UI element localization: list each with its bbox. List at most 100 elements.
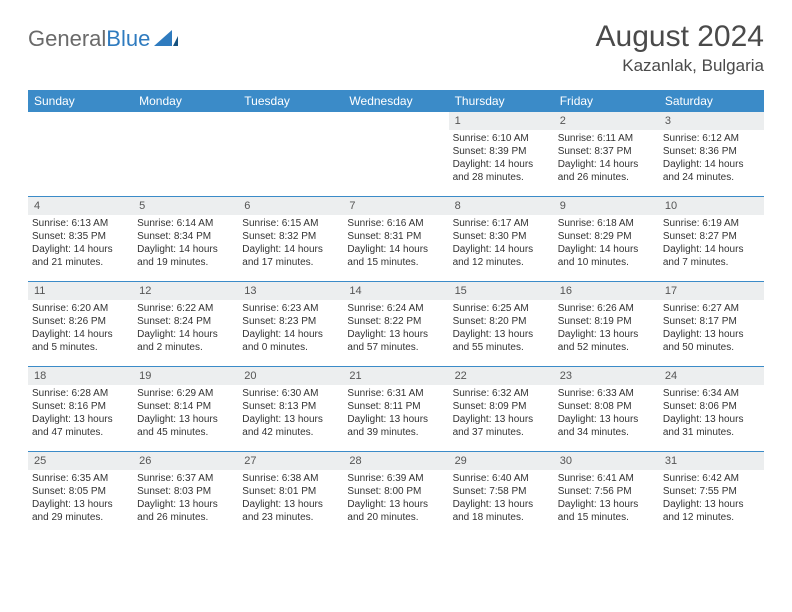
day-cell: 20Sunrise: 6:30 AMSunset: 8:13 PMDayligh… (238, 367, 343, 451)
sunrise-text: Sunrise: 6:23 AM (242, 302, 339, 315)
day-body: Sunrise: 6:37 AMSunset: 8:03 PMDaylight:… (133, 470, 238, 528)
day-body: Sunrise: 6:41 AMSunset: 7:56 PMDaylight:… (554, 470, 659, 528)
sunrise-text: Sunrise: 6:32 AM (453, 387, 550, 400)
day-number: 25 (28, 452, 133, 470)
sunrise-text: Sunrise: 6:42 AM (663, 472, 760, 485)
sunset-text: Sunset: 8:39 PM (453, 145, 550, 158)
day-body: Sunrise: 6:14 AMSunset: 8:34 PMDaylight:… (133, 215, 238, 273)
daylight1-text: Daylight: 13 hours (558, 328, 655, 341)
sunset-text: Sunset: 8:35 PM (32, 230, 129, 243)
sunset-text: Sunset: 8:03 PM (137, 485, 234, 498)
day-cell: 27Sunrise: 6:38 AMSunset: 8:01 PMDayligh… (238, 452, 343, 536)
day-number: 31 (659, 452, 764, 470)
sunrise-text: Sunrise: 6:35 AM (32, 472, 129, 485)
daylight2-text: and 7 minutes. (663, 256, 760, 269)
sunset-text: Sunset: 8:14 PM (137, 400, 234, 413)
day-cell: 30Sunrise: 6:41 AMSunset: 7:56 PMDayligh… (554, 452, 659, 536)
sunset-text: Sunset: 8:30 PM (453, 230, 550, 243)
sunset-text: Sunset: 8:32 PM (242, 230, 339, 243)
sunset-text: Sunset: 8:13 PM (242, 400, 339, 413)
day-body: Sunrise: 6:26 AMSunset: 8:19 PMDaylight:… (554, 300, 659, 358)
daylight2-text: and 31 minutes. (663, 426, 760, 439)
day-cell: 4Sunrise: 6:13 AMSunset: 8:35 PMDaylight… (28, 197, 133, 281)
day-number: 17 (659, 282, 764, 300)
dow-tuesday: Tuesday (238, 90, 343, 112)
sunrise-text: Sunrise: 6:38 AM (242, 472, 339, 485)
day-cell: 26Sunrise: 6:37 AMSunset: 8:03 PMDayligh… (133, 452, 238, 536)
day-cell: 18Sunrise: 6:28 AMSunset: 8:16 PMDayligh… (28, 367, 133, 451)
sunset-text: Sunset: 8:16 PM (32, 400, 129, 413)
sunset-text: Sunset: 8:11 PM (347, 400, 444, 413)
daylight2-text: and 26 minutes. (137, 511, 234, 524)
day-number: 10 (659, 197, 764, 215)
day-cell: 24Sunrise: 6:34 AMSunset: 8:06 PMDayligh… (659, 367, 764, 451)
day-cell: 29Sunrise: 6:40 AMSunset: 7:58 PMDayligh… (449, 452, 554, 536)
daylight1-text: Daylight: 13 hours (347, 328, 444, 341)
daylight2-text: and 15 minutes. (347, 256, 444, 269)
day-cell: 15Sunrise: 6:25 AMSunset: 8:20 PMDayligh… (449, 282, 554, 366)
week-row: ....1Sunrise: 6:10 AMSunset: 8:39 PMDayl… (28, 112, 764, 197)
day-number: 1 (449, 112, 554, 130)
sunrise-text: Sunrise: 6:18 AM (558, 217, 655, 230)
week-row: 11Sunrise: 6:20 AMSunset: 8:26 PMDayligh… (28, 282, 764, 367)
day-body: Sunrise: 6:34 AMSunset: 8:06 PMDaylight:… (659, 385, 764, 443)
daylight2-text: and 10 minutes. (558, 256, 655, 269)
sunset-text: Sunset: 7:55 PM (663, 485, 760, 498)
sunset-text: Sunset: 8:01 PM (242, 485, 339, 498)
day-number: 22 (449, 367, 554, 385)
sunset-text: Sunset: 8:00 PM (347, 485, 444, 498)
sunrise-text: Sunrise: 6:10 AM (453, 132, 550, 145)
sunrise-text: Sunrise: 6:33 AM (558, 387, 655, 400)
daylight1-text: Daylight: 14 hours (242, 328, 339, 341)
day-cell: 9Sunrise: 6:18 AMSunset: 8:29 PMDaylight… (554, 197, 659, 281)
daylight1-text: Daylight: 13 hours (347, 498, 444, 511)
weeks-container: ....1Sunrise: 6:10 AMSunset: 8:39 PMDayl… (28, 112, 764, 536)
daylight1-text: Daylight: 13 hours (558, 498, 655, 511)
day-number: 9 (554, 197, 659, 215)
week-row: 25Sunrise: 6:35 AMSunset: 8:05 PMDayligh… (28, 452, 764, 536)
day-cell: . (238, 112, 343, 196)
sunrise-text: Sunrise: 6:11 AM (558, 132, 655, 145)
day-body: Sunrise: 6:18 AMSunset: 8:29 PMDaylight:… (554, 215, 659, 273)
daylight2-text: and 12 minutes. (453, 256, 550, 269)
daylight2-text: and 39 minutes. (347, 426, 444, 439)
day-cell: 19Sunrise: 6:29 AMSunset: 8:14 PMDayligh… (133, 367, 238, 451)
day-number: 5 (133, 197, 238, 215)
sunset-text: Sunset: 8:26 PM (32, 315, 129, 328)
dow-wednesday: Wednesday (343, 90, 448, 112)
daylight2-text: and 26 minutes. (558, 171, 655, 184)
day-cell: 28Sunrise: 6:39 AMSunset: 8:00 PMDayligh… (343, 452, 448, 536)
day-body (343, 130, 448, 136)
daylight1-text: Daylight: 14 hours (347, 243, 444, 256)
daylight2-text: and 23 minutes. (242, 511, 339, 524)
daylight1-text: Daylight: 13 hours (137, 413, 234, 426)
dow-monday: Monday (133, 90, 238, 112)
sunrise-text: Sunrise: 6:20 AM (32, 302, 129, 315)
week-row: 4Sunrise: 6:13 AMSunset: 8:35 PMDaylight… (28, 197, 764, 282)
sunrise-text: Sunrise: 6:34 AM (663, 387, 760, 400)
day-body: Sunrise: 6:13 AMSunset: 8:35 PMDaylight:… (28, 215, 133, 273)
day-cell: 11Sunrise: 6:20 AMSunset: 8:26 PMDayligh… (28, 282, 133, 366)
location-label: Kazanlak, Bulgaria (596, 56, 764, 76)
day-body: Sunrise: 6:11 AMSunset: 8:37 PMDaylight:… (554, 130, 659, 188)
day-number: 18 (28, 367, 133, 385)
day-body: Sunrise: 6:25 AMSunset: 8:20 PMDaylight:… (449, 300, 554, 358)
daylight1-text: Daylight: 14 hours (558, 243, 655, 256)
daylight1-text: Daylight: 13 hours (663, 328, 760, 341)
sunrise-text: Sunrise: 6:29 AM (137, 387, 234, 400)
daylight2-text: and 28 minutes. (453, 171, 550, 184)
daylight2-text: and 52 minutes. (558, 341, 655, 354)
day-body: Sunrise: 6:30 AMSunset: 8:13 PMDaylight:… (238, 385, 343, 443)
day-cell: 8Sunrise: 6:17 AMSunset: 8:30 PMDaylight… (449, 197, 554, 281)
dow-friday: Friday (554, 90, 659, 112)
day-number: 20 (238, 367, 343, 385)
day-body: Sunrise: 6:31 AMSunset: 8:11 PMDaylight:… (343, 385, 448, 443)
sunset-text: Sunset: 8:17 PM (663, 315, 760, 328)
day-number: 23 (554, 367, 659, 385)
sunset-text: Sunset: 8:19 PM (558, 315, 655, 328)
day-cell: 14Sunrise: 6:24 AMSunset: 8:22 PMDayligh… (343, 282, 448, 366)
month-title: August 2024 (596, 20, 764, 54)
sunset-text: Sunset: 8:31 PM (347, 230, 444, 243)
day-body (28, 130, 133, 136)
day-number: 28 (343, 452, 448, 470)
